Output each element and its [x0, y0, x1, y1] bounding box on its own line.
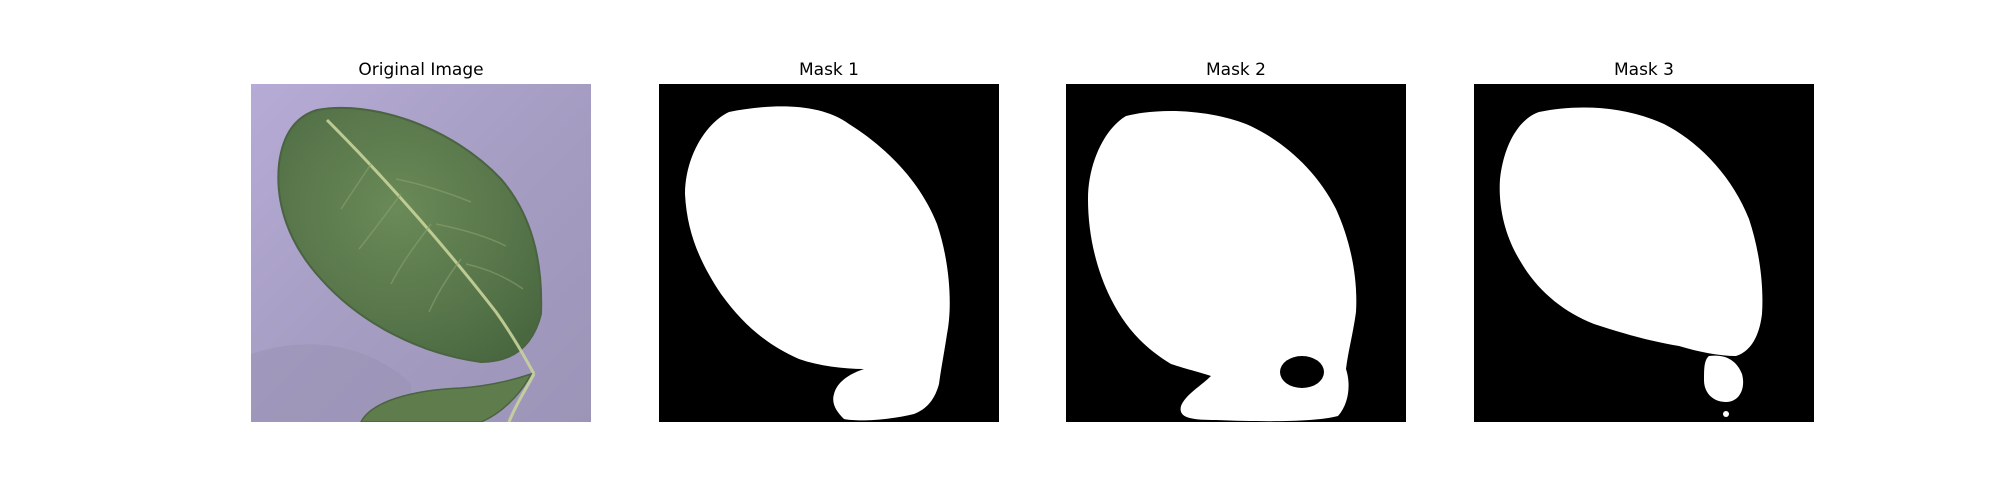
panel-title-original-image: Original Image	[358, 60, 484, 80]
leaf-main	[277, 106, 543, 364]
mask-stem-blob	[1704, 355, 1744, 402]
second-leaf	[360, 372, 533, 422]
mask-speck	[908, 400, 919, 413]
mask-foreground	[1088, 110, 1357, 422]
mask-speck	[1723, 411, 1729, 417]
original-leaf-photo	[251, 84, 591, 422]
mask-speck	[841, 398, 852, 411]
mask-2-image	[1066, 84, 1406, 422]
panel-title-mask-1: Mask 1	[798, 60, 859, 80]
leaf-midrib	[325, 118, 536, 375]
mask-1-image	[659, 84, 999, 422]
mask-foreground	[1499, 107, 1763, 356]
mask-hole	[1280, 356, 1324, 388]
panel-title-mask-2: Mask 2	[1205, 60, 1266, 80]
mask-3-image	[1474, 84, 1814, 422]
leaf-vein	[340, 163, 524, 313]
mask-foreground	[685, 106, 950, 421]
second-leaf-stem	[507, 373, 536, 422]
panel-title-mask-3: Mask 3	[1613, 60, 1674, 80]
fabric-fold-shadow	[251, 344, 411, 422]
